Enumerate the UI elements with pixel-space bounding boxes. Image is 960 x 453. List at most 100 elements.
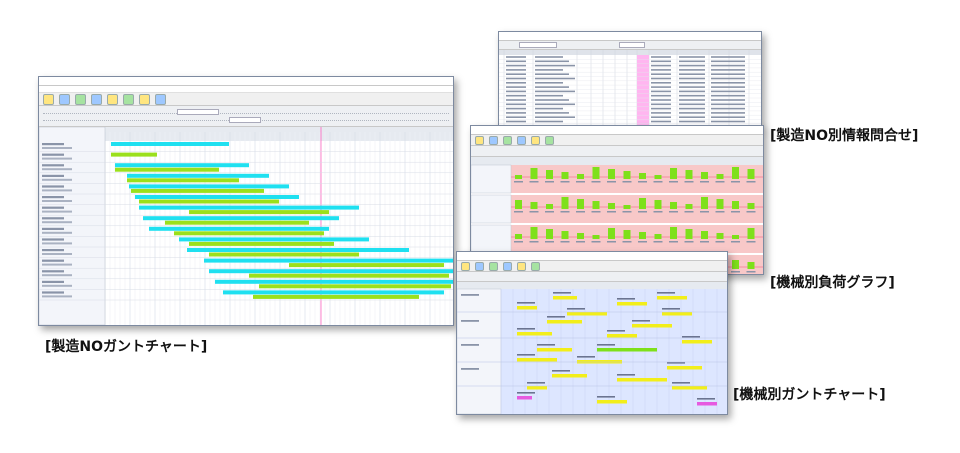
load-bar (732, 201, 739, 209)
job-bar (617, 378, 667, 382)
load-bar (732, 235, 739, 239)
load-bar (592, 201, 600, 209)
load-bar (654, 175, 662, 179)
cell-text (535, 64, 575, 67)
filter-field[interactable] (519, 42, 557, 48)
toolbar-button[interactable] (545, 135, 554, 145)
load-bar (577, 174, 584, 179)
toolbar-button[interactable] (139, 93, 150, 105)
toolbar-button[interactable] (503, 135, 512, 145)
cell-text (506, 103, 526, 106)
load-bar (623, 230, 631, 239)
load-value-text (715, 181, 725, 183)
toolbar-button[interactable] (155, 93, 166, 105)
job-label-text (517, 354, 535, 356)
toolbar-button[interactable] (503, 261, 512, 271)
toolbar-button[interactable] (517, 261, 526, 271)
toolbar-button[interactable] (489, 261, 498, 271)
menu-bar[interactable] (39, 86, 453, 93)
filter-field[interactable] (619, 42, 645, 48)
load-bar (561, 231, 569, 239)
cell-text (506, 82, 526, 84)
filter-field[interactable] (229, 117, 261, 123)
cell-text (679, 99, 705, 101)
job-bar (537, 348, 572, 352)
machine-name-text (461, 368, 479, 370)
load-value-text (576, 241, 585, 243)
machine-name-text (461, 344, 479, 346)
toolbar-button[interactable] (75, 93, 86, 105)
load-bar (546, 229, 553, 239)
load-value-text (529, 241, 539, 243)
toolbar-button[interactable] (531, 135, 540, 145)
job-label-text (617, 374, 635, 376)
job-bar (517, 306, 537, 310)
cell-text (535, 90, 575, 93)
load-value-text (715, 211, 725, 213)
window-titlebar (499, 32, 761, 41)
load-value-text (545, 241, 554, 243)
cell-text (651, 103, 671, 106)
plan-bar (129, 184, 289, 189)
load-bar (577, 233, 584, 239)
load-value-text (622, 241, 632, 243)
toolbar-button[interactable] (531, 261, 540, 271)
caption-machine-gantt: [機械別ガントチャート] (733, 387, 886, 403)
toolbar-button[interactable] (123, 93, 134, 105)
job-label-text (517, 328, 535, 330)
product-name-text (42, 221, 72, 224)
progress-bar (139, 199, 279, 204)
load-value-text (731, 271, 740, 273)
machine-name-cell (471, 224, 512, 254)
toolbar-button[interactable] (461, 261, 470, 271)
job-bar (517, 358, 557, 362)
progress-bar (259, 284, 451, 289)
load-bar (747, 262, 755, 269)
cell-text (711, 107, 745, 110)
load-value-text (669, 241, 678, 243)
cell-text (651, 56, 671, 58)
load-bar (716, 199, 724, 209)
plan-bar (149, 226, 329, 231)
toolbar-button[interactable] (59, 93, 70, 105)
cell-text (535, 99, 569, 101)
cell-text (535, 107, 563, 110)
cell-text (711, 112, 745, 114)
order-number-text (42, 174, 64, 177)
toolbar-button[interactable] (475, 135, 484, 145)
load-bar (670, 227, 677, 239)
cell-text (711, 77, 745, 80)
load-value-text (560, 241, 570, 243)
cell-text (679, 90, 705, 93)
window-titlebar (39, 77, 453, 86)
machine-gantt-window (456, 251, 728, 415)
order-number-text (42, 196, 64, 199)
cell-text (711, 99, 745, 101)
toolbar-button[interactable] (489, 135, 498, 145)
load-value-text (607, 241, 616, 243)
toolbar-button[interactable] (517, 135, 526, 145)
load-bar (515, 175, 522, 179)
cell-text (651, 60, 671, 63)
toolbar-button[interactable] (91, 93, 102, 105)
cell-text (679, 56, 705, 58)
plan-bar (223, 290, 444, 295)
toolbar-button[interactable] (475, 261, 484, 271)
toolbar-button[interactable] (107, 93, 118, 105)
load-bar (530, 227, 538, 239)
toolbar-button[interactable] (43, 93, 54, 105)
progress-bar (249, 273, 449, 278)
cell-text (651, 107, 671, 110)
job-bar (527, 386, 547, 390)
filter-field[interactable] (177, 109, 219, 115)
load-bar (639, 232, 646, 239)
progress-bar (115, 167, 219, 172)
order-number-text (42, 280, 64, 283)
job-bar (617, 302, 647, 306)
plan-bar (111, 142, 229, 146)
order-number-text (42, 249, 64, 252)
product-name-text (42, 242, 72, 245)
machine-gantt-area (457, 282, 727, 414)
load-value-text (607, 211, 616, 213)
job-label-text (517, 302, 535, 304)
